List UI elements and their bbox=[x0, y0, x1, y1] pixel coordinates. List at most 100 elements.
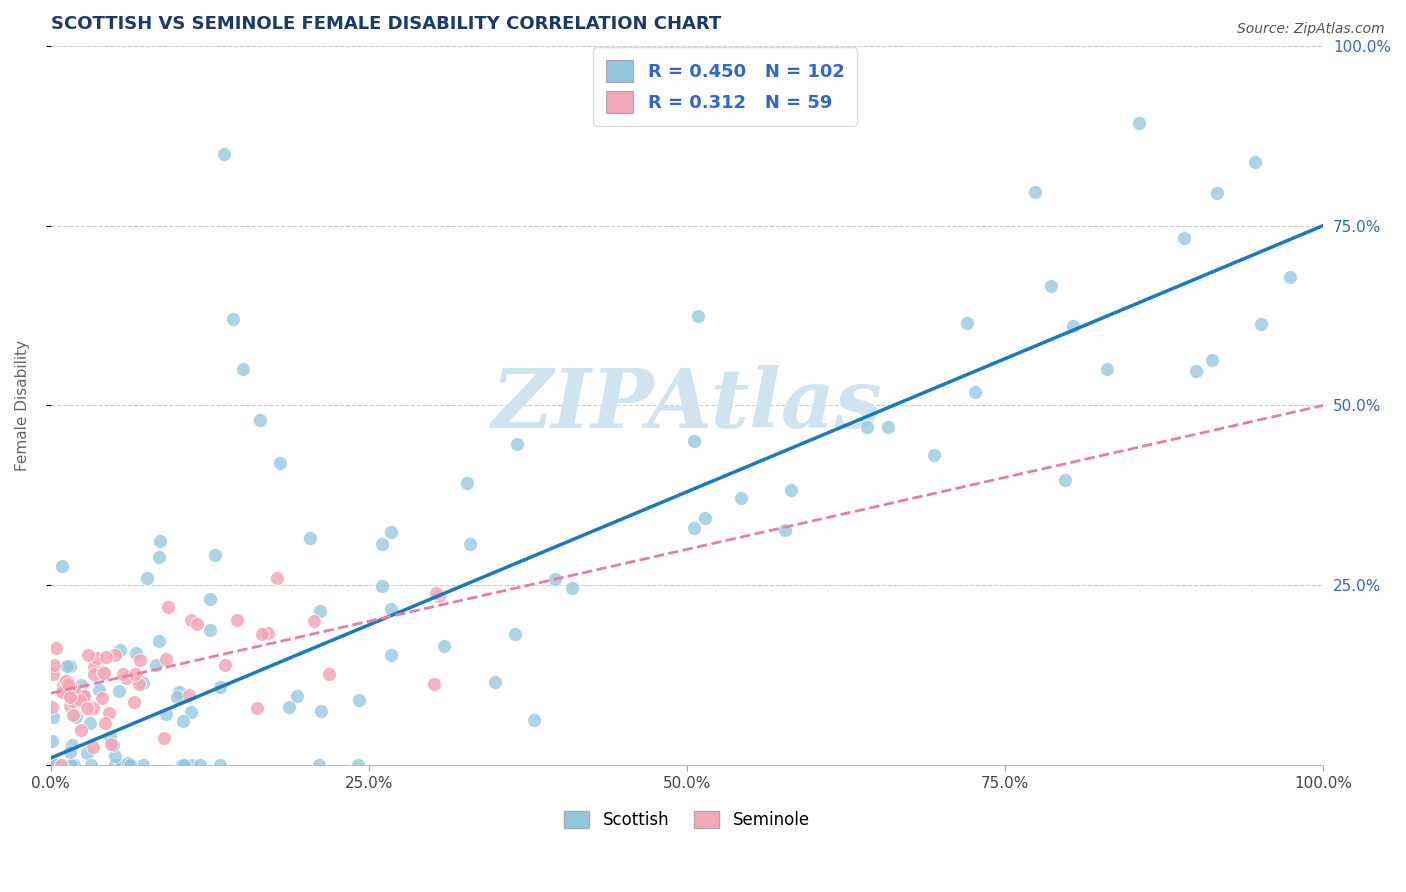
Point bbox=[432, 640, 454, 654]
Point bbox=[1278, 270, 1301, 285]
Point bbox=[108, 683, 131, 698]
Point bbox=[232, 362, 254, 376]
Point bbox=[124, 695, 146, 709]
Point bbox=[222, 312, 245, 326]
Point bbox=[59, 758, 82, 772]
Point bbox=[42, 657, 65, 672]
Point bbox=[204, 548, 226, 562]
Point bbox=[544, 572, 567, 586]
Point bbox=[1173, 231, 1195, 245]
Point bbox=[55, 674, 77, 689]
Point bbox=[153, 731, 176, 745]
Point bbox=[155, 707, 177, 722]
Point bbox=[1206, 186, 1229, 200]
Point bbox=[98, 706, 121, 720]
Point bbox=[90, 691, 112, 706]
Point bbox=[380, 602, 402, 616]
Point bbox=[82, 700, 104, 714]
Point bbox=[188, 758, 211, 772]
Point bbox=[458, 537, 481, 551]
Point bbox=[65, 710, 87, 724]
Point bbox=[780, 483, 803, 498]
Point bbox=[309, 604, 332, 618]
Point bbox=[503, 627, 526, 641]
Point bbox=[56, 658, 79, 673]
Point bbox=[42, 758, 65, 772]
Point bbox=[56, 674, 79, 689]
Point bbox=[70, 723, 93, 737]
Y-axis label: Female Disability: Female Disability bbox=[15, 340, 30, 471]
Point bbox=[177, 688, 200, 702]
Point bbox=[51, 559, 73, 574]
Point bbox=[1250, 317, 1272, 331]
Point bbox=[115, 758, 138, 772]
Point bbox=[62, 692, 84, 706]
Point bbox=[198, 624, 221, 638]
Point bbox=[180, 758, 202, 772]
Point bbox=[111, 667, 134, 681]
Point bbox=[132, 758, 155, 772]
Text: ZIPAtlas: ZIPAtlas bbox=[492, 366, 883, 445]
Point bbox=[302, 614, 325, 628]
Point bbox=[103, 738, 125, 752]
Point bbox=[41, 699, 63, 714]
Point bbox=[128, 676, 150, 690]
Point bbox=[82, 739, 104, 754]
Text: Source: ZipAtlas.com: Source: ZipAtlas.com bbox=[1237, 22, 1385, 37]
Point bbox=[87, 683, 110, 698]
Point bbox=[299, 531, 322, 545]
Point bbox=[214, 146, 236, 161]
Point bbox=[308, 758, 330, 772]
Point bbox=[682, 521, 704, 535]
Point bbox=[73, 689, 96, 703]
Point bbox=[425, 586, 447, 600]
Point bbox=[773, 523, 796, 537]
Point bbox=[730, 491, 752, 506]
Point bbox=[52, 679, 75, 693]
Point bbox=[129, 653, 152, 667]
Point bbox=[149, 533, 172, 548]
Point bbox=[157, 599, 180, 614]
Point bbox=[125, 646, 148, 660]
Point bbox=[86, 651, 108, 665]
Point bbox=[62, 683, 84, 698]
Point bbox=[427, 589, 450, 603]
Point bbox=[63, 758, 86, 772]
Point bbox=[877, 419, 900, 434]
Point bbox=[922, 448, 945, 462]
Point bbox=[1095, 361, 1118, 376]
Point bbox=[180, 706, 202, 720]
Point bbox=[1062, 318, 1084, 333]
Point bbox=[484, 674, 506, 689]
Point bbox=[269, 456, 291, 470]
Point bbox=[170, 758, 193, 772]
Text: SCOTTISH VS SEMINOLE FEMALE DISABILITY CORRELATION CHART: SCOTTISH VS SEMINOLE FEMALE DISABILITY C… bbox=[51, 15, 721, 33]
Point bbox=[91, 665, 114, 679]
Point bbox=[41, 734, 63, 748]
Point bbox=[371, 537, 394, 551]
Point bbox=[250, 626, 273, 640]
Point bbox=[76, 746, 98, 760]
Point bbox=[80, 758, 103, 772]
Point bbox=[93, 665, 115, 680]
Point bbox=[688, 309, 710, 323]
Point bbox=[62, 694, 84, 708]
Point bbox=[166, 690, 188, 705]
Point bbox=[72, 689, 94, 703]
Point bbox=[79, 716, 101, 731]
Point bbox=[145, 657, 167, 672]
Point bbox=[124, 666, 146, 681]
Point bbox=[347, 692, 370, 706]
Point bbox=[98, 730, 121, 744]
Point bbox=[42, 667, 65, 681]
Point bbox=[1201, 353, 1223, 368]
Point bbox=[169, 685, 191, 699]
Point bbox=[56, 677, 79, 691]
Point bbox=[59, 698, 82, 713]
Point bbox=[94, 649, 117, 664]
Point bbox=[49, 758, 72, 772]
Point bbox=[94, 715, 117, 730]
Point bbox=[51, 684, 73, 698]
Point bbox=[60, 738, 83, 752]
Point bbox=[58, 745, 80, 759]
